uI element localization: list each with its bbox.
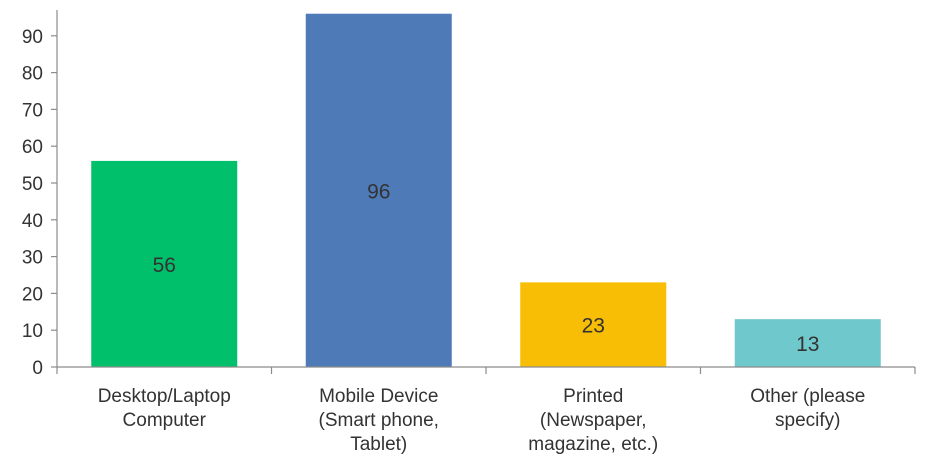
y-tick-label: 70 bbox=[22, 100, 43, 121]
bars: 56 96 23 13 bbox=[91, 13, 881, 367]
x-category-label: Desktop/Laptop bbox=[98, 386, 231, 407]
x-category-label: Printed bbox=[563, 386, 623, 407]
bar-value-label: 56 bbox=[153, 254, 176, 277]
y-tick-label: 50 bbox=[22, 174, 43, 195]
x-category-label: specify) bbox=[775, 410, 840, 431]
x-category-label: Tablet) bbox=[350, 434, 407, 455]
y-tick-label: 30 bbox=[22, 248, 43, 269]
y-tick-label: 90 bbox=[22, 27, 43, 48]
y-tick-label: 10 bbox=[22, 321, 43, 342]
y-tick-label: 60 bbox=[22, 137, 43, 158]
y-tick-label: 80 bbox=[22, 64, 43, 85]
x-axis: Desktop/Laptop Computer Mobile Device (Smar… bbox=[56, 366, 916, 455]
bar-value-label: 13 bbox=[796, 333, 819, 356]
bar bbox=[91, 160, 238, 367]
x-category-label: magazine, etc.) bbox=[528, 434, 658, 455]
x-category-label: Mobile Device bbox=[319, 386, 438, 407]
y-tick-label: 20 bbox=[22, 284, 43, 305]
bar bbox=[520, 282, 667, 367]
bar bbox=[734, 319, 881, 367]
x-category-label: Computer bbox=[123, 410, 207, 431]
x-category-label: (Smart phone, bbox=[319, 410, 439, 431]
y-tick-label: 0 bbox=[32, 358, 43, 379]
x-category-label: (Newspaper, bbox=[540, 410, 647, 431]
y-axis: 0 10 20 30 40 50 60 70 80 90 bbox=[22, 10, 58, 379]
y-tick-label: 40 bbox=[22, 211, 43, 232]
bar-value-label: 96 bbox=[367, 180, 390, 203]
bar bbox=[305, 13, 452, 367]
bar-value-label: 23 bbox=[582, 315, 605, 338]
x-category-label: Other (please bbox=[750, 386, 865, 407]
